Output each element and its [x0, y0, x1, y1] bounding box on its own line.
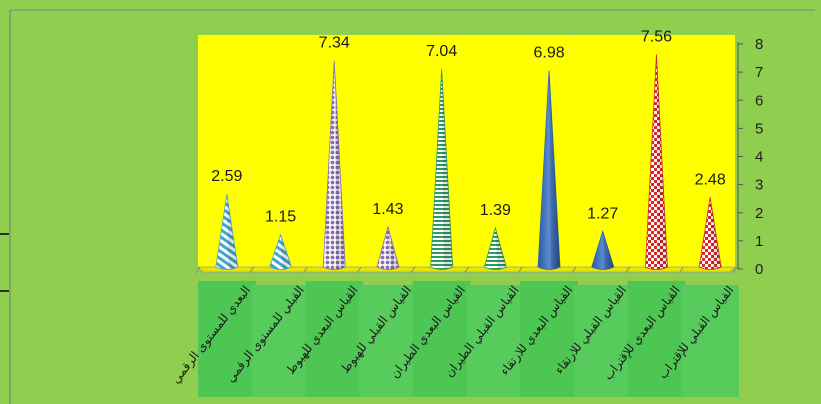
value-label: 1.39: [480, 202, 511, 219]
value-label: 2.48: [695, 171, 726, 188]
bars: [215, 54, 722, 270]
x-tick-mark: [464, 266, 469, 274]
category-label-box: [466, 285, 525, 397]
y-tick-label: 8: [755, 36, 763, 53]
bar-cone: [537, 70, 561, 270]
category-label-boxes: [198, 281, 739, 397]
bar-cone: [215, 194, 239, 270]
category-label-box: [251, 285, 310, 397]
category-label-box: [573, 285, 632, 397]
y-tick-label: 6: [755, 92, 763, 109]
x-tick-mark: [356, 266, 362, 274]
bar-cone: [698, 197, 722, 270]
x-tick-mark: [625, 266, 631, 274]
bar-cone: [376, 225, 400, 270]
x-tick-mark: [571, 266, 577, 274]
value-labels: 2.59 1.15 7.34 1.43 7.04 1.39 6.98 1.27 7.56 2.48: [211, 28, 726, 225]
bar-cone: [322, 60, 346, 270]
y-tick-label: 1: [755, 233, 763, 250]
x-tick-mark: [732, 266, 738, 274]
y-tick-label: 3: [755, 177, 763, 194]
x-tick-mark: [249, 266, 255, 274]
value-label: 2.59: [211, 168, 242, 185]
y-tick-label: 2: [755, 205, 763, 222]
y-axis: 0 1 2 3 4 5 6 7 8: [737, 36, 763, 278]
y-tick-label: 7: [755, 64, 763, 81]
x-tick-mark: [302, 266, 308, 274]
y-tick-label: 5: [755, 120, 763, 137]
x-tick-mark: [517, 266, 523, 274]
plot-area: [198, 35, 735, 267]
value-label: 7.56: [641, 28, 672, 45]
y-tick-label: 4: [755, 149, 763, 166]
value-label: 6.98: [533, 45, 564, 62]
value-label: 7.04: [426, 43, 457, 60]
category-label-box: [627, 281, 686, 397]
y-tick-label: 0: [755, 261, 763, 278]
bar-cone: [269, 233, 293, 270]
value-label: 1.15: [265, 209, 296, 226]
category-label-box: [412, 281, 471, 397]
x-axis-ticks: [195, 266, 738, 274]
category-label-box: [681, 285, 739, 397]
value-label: 1.43: [372, 201, 403, 218]
bar-cone: [645, 54, 668, 270]
value-label: 7.34: [319, 35, 350, 52]
category-label-box: [359, 285, 417, 397]
x-tick-mark: [678, 266, 684, 274]
x-tick-mark: [410, 266, 416, 274]
value-label: 1.27: [587, 205, 618, 222]
bar-cone: [430, 68, 454, 270]
x-tick-mark: [195, 266, 201, 274]
bar-cone: [483, 226, 507, 270]
category-label-box: [520, 281, 578, 397]
category-label-box: [305, 281, 364, 397]
bar-cone: [591, 229, 615, 270]
category-label-box: [198, 281, 256, 397]
